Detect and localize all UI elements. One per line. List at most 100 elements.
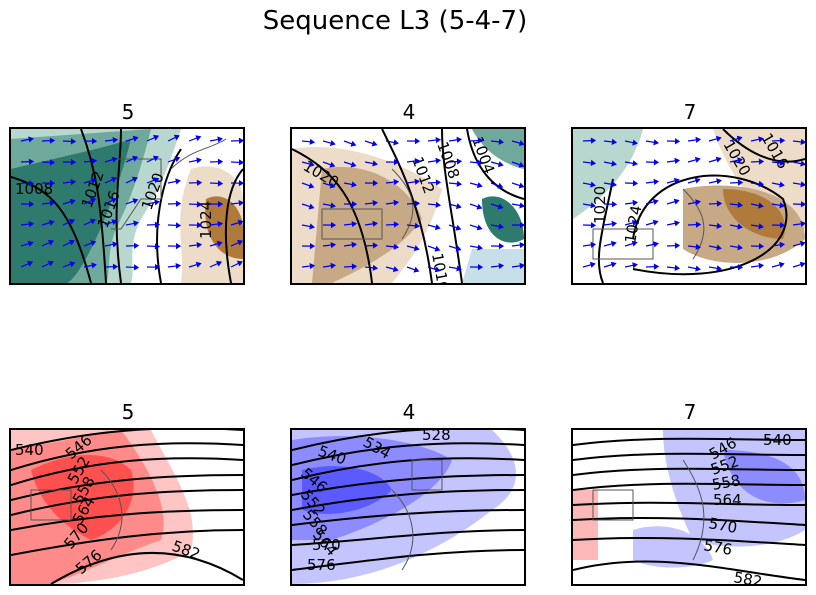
contour-label: 1024 bbox=[197, 201, 215, 239]
wind-vector-head bbox=[632, 160, 638, 167]
wind-vector-head bbox=[372, 242, 379, 249]
wind-vector-head bbox=[611, 220, 618, 227]
wind-vector-head bbox=[715, 135, 722, 142]
wind-vector-head bbox=[351, 181, 357, 188]
wind-vector-head bbox=[196, 221, 203, 229]
wind-vector-head bbox=[476, 224, 483, 231]
wind-vector-head bbox=[27, 240, 34, 247]
wind-vector-head bbox=[237, 219, 243, 226]
wind-vector-head bbox=[195, 135, 202, 142]
wind-vector-head bbox=[329, 182, 336, 189]
wind-vector-head bbox=[112, 241, 118, 248]
wind-vector-head bbox=[309, 138, 316, 145]
wind-vector-head bbox=[69, 198, 76, 205]
contour-line bbox=[115, 129, 122, 283]
wind-vector-head bbox=[111, 176, 118, 183]
wind-vector-head bbox=[455, 203, 462, 210]
contour-label: 576 bbox=[702, 536, 733, 559]
wind-vector-head bbox=[133, 242, 140, 249]
wind-vector-head bbox=[414, 137, 421, 145]
wind-vector-head bbox=[393, 243, 400, 250]
wind-vector-head bbox=[330, 262, 337, 269]
wind-vector-head bbox=[758, 136, 764, 143]
wind-vector-head bbox=[653, 241, 659, 248]
contour-line bbox=[11, 176, 92, 283]
wind-vector-head bbox=[237, 239, 243, 246]
wind-vector-head bbox=[497, 182, 504, 189]
wind-vector-head bbox=[715, 156, 722, 163]
wind-vector-head bbox=[175, 222, 182, 229]
wind-vector-head bbox=[589, 261, 596, 268]
wind-vector-head bbox=[217, 136, 223, 143]
wind-vector-head bbox=[308, 161, 315, 168]
wind-vector-head bbox=[611, 201, 618, 208]
wind-vector-head bbox=[455, 224, 462, 231]
coastline bbox=[170, 138, 227, 170]
wind-vector-head bbox=[173, 134, 180, 141]
wind-vector-head bbox=[133, 264, 140, 271]
wind-vector-head bbox=[695, 136, 702, 143]
wind-vector-head bbox=[477, 137, 484, 144]
map-panel-top-3: 1020 1024 1020 1016 bbox=[571, 127, 807, 285]
wind-vector-head bbox=[518, 140, 524, 147]
wind-vector-head bbox=[519, 221, 524, 229]
wind-vector-head bbox=[653, 159, 660, 166]
wind-vector-head bbox=[497, 203, 504, 210]
wind-vector-head bbox=[91, 157, 98, 165]
wind-vector-head bbox=[154, 199, 160, 206]
wind-vector-head bbox=[737, 264, 744, 271]
wind-vector-head bbox=[632, 180, 639, 187]
wind-vector-head bbox=[590, 137, 597, 144]
wind-vector-head bbox=[152, 155, 159, 162]
thickness-map-2: 534 528 540 546 552 558 564 570 576 bbox=[292, 430, 524, 584]
panel-title-top-1: 5 bbox=[121, 100, 135, 124]
wind-vector-head bbox=[455, 245, 462, 252]
wind-vector-head bbox=[27, 260, 34, 267]
wind-vector-head bbox=[737, 201, 744, 209]
wind-vector-head bbox=[435, 157, 442, 164]
wind-vector-head bbox=[48, 219, 55, 226]
wind-vector-head bbox=[779, 159, 786, 167]
wind-vector-head bbox=[477, 263, 484, 271]
wind-vector-head bbox=[131, 176, 138, 183]
contour-label: 540 bbox=[15, 441, 44, 459]
wind-vector-head bbox=[435, 179, 442, 186]
thickness-map-3: 540 546 552 558 564 570 576 582 bbox=[573, 430, 805, 584]
map-panel-bot-1: 540 546 552 558 564 570 576 582 bbox=[9, 428, 245, 586]
wind-vector-head bbox=[49, 137, 56, 144]
wind-vector-head bbox=[196, 179, 203, 186]
wind-vector-head bbox=[70, 138, 77, 145]
contour-line bbox=[80, 129, 107, 283]
wind-vector-head bbox=[590, 159, 597, 166]
wind-vector-head bbox=[372, 160, 378, 167]
wind-vector-head bbox=[695, 265, 701, 272]
wind-vector-head bbox=[456, 158, 463, 165]
wind-vector-head bbox=[737, 157, 743, 164]
shade-brown bbox=[205, 196, 243, 259]
wind-vector-head bbox=[393, 158, 400, 166]
wind-vector-head bbox=[351, 220, 358, 228]
contour-label: 540 bbox=[763, 431, 792, 449]
wind-vector-head bbox=[393, 178, 400, 186]
contour-label: 570 bbox=[312, 536, 341, 554]
slp-map-3: 1020 1024 1020 1016 bbox=[573, 129, 805, 283]
panel-title-bot-1: 5 bbox=[121, 400, 135, 424]
wind-vector-head bbox=[351, 200, 358, 208]
wind-vector-head bbox=[351, 263, 358, 270]
wind-vector-head bbox=[610, 261, 617, 268]
wind-vector-head bbox=[716, 200, 723, 207]
wind-vector-head bbox=[308, 203, 315, 210]
wind-vector-head bbox=[694, 156, 701, 163]
wind-vector-head bbox=[674, 157, 681, 164]
wind-vector-head bbox=[350, 161, 357, 168]
wind-vector-head bbox=[68, 239, 75, 246]
wind-vector-head bbox=[435, 201, 442, 208]
wind-vector-head bbox=[111, 156, 118, 163]
wind-vector-head bbox=[392, 266, 399, 273]
wind-vector-head bbox=[112, 136, 119, 144]
wind-vector-head bbox=[519, 202, 524, 209]
wind-vector-head bbox=[674, 242, 681, 249]
wind-vector-head bbox=[196, 157, 202, 164]
wind-vector-head bbox=[330, 221, 337, 229]
wind-vector-head bbox=[49, 159, 56, 166]
